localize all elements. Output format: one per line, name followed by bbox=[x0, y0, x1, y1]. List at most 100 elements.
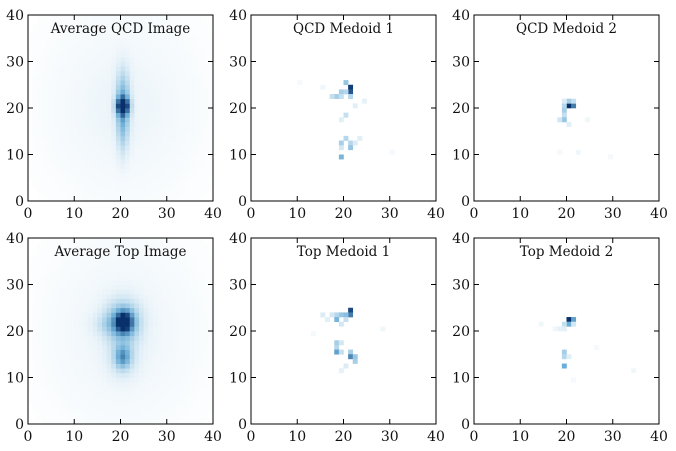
heatmap-cell bbox=[176, 261, 182, 267]
heatmap-cell bbox=[162, 410, 168, 416]
heatmap-cell bbox=[134, 145, 140, 151]
heatmap-cell bbox=[125, 84, 131, 90]
heatmap-cell bbox=[69, 61, 75, 67]
heatmap-cell bbox=[106, 94, 112, 100]
heatmap-cell bbox=[194, 256, 200, 262]
heatmap-cell bbox=[88, 108, 94, 114]
heatmap-cell bbox=[83, 275, 89, 281]
heatmap-cell bbox=[92, 33, 98, 39]
heatmap-cell bbox=[166, 326, 172, 332]
heatmap-cell bbox=[102, 344, 108, 350]
heatmap-cell bbox=[32, 298, 38, 304]
heatmap-cell bbox=[37, 326, 43, 332]
heatmap-cell bbox=[185, 121, 191, 127]
heatmap-cell bbox=[129, 303, 135, 309]
heatmap-cell bbox=[115, 38, 121, 44]
heatmap-cell bbox=[157, 279, 163, 285]
heatmap-cell bbox=[171, 108, 177, 114]
heatmap-cell bbox=[203, 298, 209, 304]
heatmap-cell bbox=[199, 363, 205, 369]
heatmap-cell bbox=[608, 154, 614, 160]
heatmap-cell bbox=[343, 317, 349, 322]
heatmap-cell bbox=[32, 149, 38, 155]
heatmap-cell bbox=[129, 298, 135, 304]
heatmap-cell bbox=[157, 256, 163, 262]
heatmap-cell bbox=[157, 368, 163, 374]
heatmap-cell bbox=[203, 354, 209, 360]
heatmap-cell bbox=[176, 191, 182, 197]
heatmap-cell bbox=[162, 108, 168, 114]
heatmap-cell bbox=[115, 135, 121, 141]
heatmap-cell bbox=[97, 33, 103, 39]
heatmap-cell bbox=[203, 256, 209, 262]
heatmap-cell bbox=[139, 242, 145, 248]
heatmap-cell bbox=[65, 135, 71, 141]
heatmap-cell bbox=[129, 33, 135, 39]
heatmap-cell bbox=[115, 163, 121, 169]
heatmap-cell bbox=[92, 377, 98, 383]
heatmap-cell bbox=[189, 410, 195, 416]
heatmap-cell bbox=[120, 52, 126, 58]
heatmap-cell bbox=[78, 340, 84, 346]
heatmap-cell bbox=[41, 372, 47, 378]
heatmap-cell bbox=[65, 354, 71, 360]
heatmap-cell bbox=[199, 94, 205, 100]
heatmap-cell bbox=[139, 349, 145, 355]
y-tick-label: 10 bbox=[6, 148, 24, 164]
heatmap-cell bbox=[65, 340, 71, 346]
heatmap-cell bbox=[92, 293, 98, 299]
heatmap-cell bbox=[111, 391, 117, 397]
heatmap-cell bbox=[32, 317, 38, 323]
heatmap-cell bbox=[134, 80, 140, 86]
heatmap-cell bbox=[171, 321, 177, 327]
heatmap-cell bbox=[65, 47, 71, 53]
heatmap-cell bbox=[185, 349, 191, 355]
heatmap-cell bbox=[189, 298, 195, 304]
heatmap-cell bbox=[134, 363, 140, 369]
heatmap-cell bbox=[143, 307, 149, 313]
heatmap-cell bbox=[78, 405, 84, 411]
panel-title: QCD Medoid 2 bbox=[516, 21, 617, 37]
heatmap-cell bbox=[338, 321, 344, 327]
heatmap-cell bbox=[60, 126, 66, 132]
heatmap-cell bbox=[189, 256, 195, 262]
y-tick-label: 40 bbox=[452, 8, 470, 24]
heatmap-cell bbox=[139, 15, 145, 21]
heatmap-cell bbox=[194, 396, 200, 402]
heatmap-cell bbox=[37, 284, 43, 290]
heatmap-cell bbox=[134, 275, 140, 281]
heatmap-cell bbox=[348, 307, 354, 313]
heatmap-cell bbox=[120, 358, 126, 364]
heatmap-cell bbox=[65, 38, 71, 44]
heatmap-cell bbox=[88, 56, 94, 62]
heatmap-cell bbox=[157, 28, 163, 34]
heatmap-cell bbox=[37, 400, 43, 406]
heatmap-cell bbox=[208, 89, 214, 95]
heatmap-cell bbox=[28, 98, 34, 104]
heatmap-cell bbox=[78, 75, 84, 81]
heatmap-cell bbox=[111, 84, 117, 90]
heatmap-cell bbox=[134, 312, 140, 318]
heatmap-cell bbox=[148, 98, 154, 104]
heatmap-cell bbox=[129, 261, 135, 267]
heatmap-cell bbox=[152, 340, 158, 346]
heatmap-cell bbox=[83, 33, 89, 39]
heatmap-cell bbox=[78, 187, 84, 193]
heatmap-cell bbox=[83, 47, 89, 53]
heatmap-cell bbox=[60, 89, 66, 95]
heatmap-cell bbox=[120, 15, 126, 21]
heatmap-cell bbox=[162, 140, 168, 146]
heatmap-cell bbox=[55, 159, 61, 165]
heatmap-cell bbox=[166, 256, 172, 262]
heatmap-cell bbox=[125, 298, 131, 304]
heatmap-cell bbox=[41, 163, 47, 169]
heatmap-cell bbox=[32, 256, 38, 262]
heatmap-cell bbox=[88, 126, 94, 132]
heatmap-cell bbox=[203, 117, 209, 123]
heatmap-cell bbox=[166, 42, 172, 48]
heatmap-cell bbox=[166, 15, 172, 21]
heatmap-cell bbox=[55, 28, 61, 34]
heatmap-cell bbox=[88, 358, 94, 364]
heatmap-cell bbox=[208, 177, 214, 183]
heatmap-cell bbox=[102, 247, 108, 253]
